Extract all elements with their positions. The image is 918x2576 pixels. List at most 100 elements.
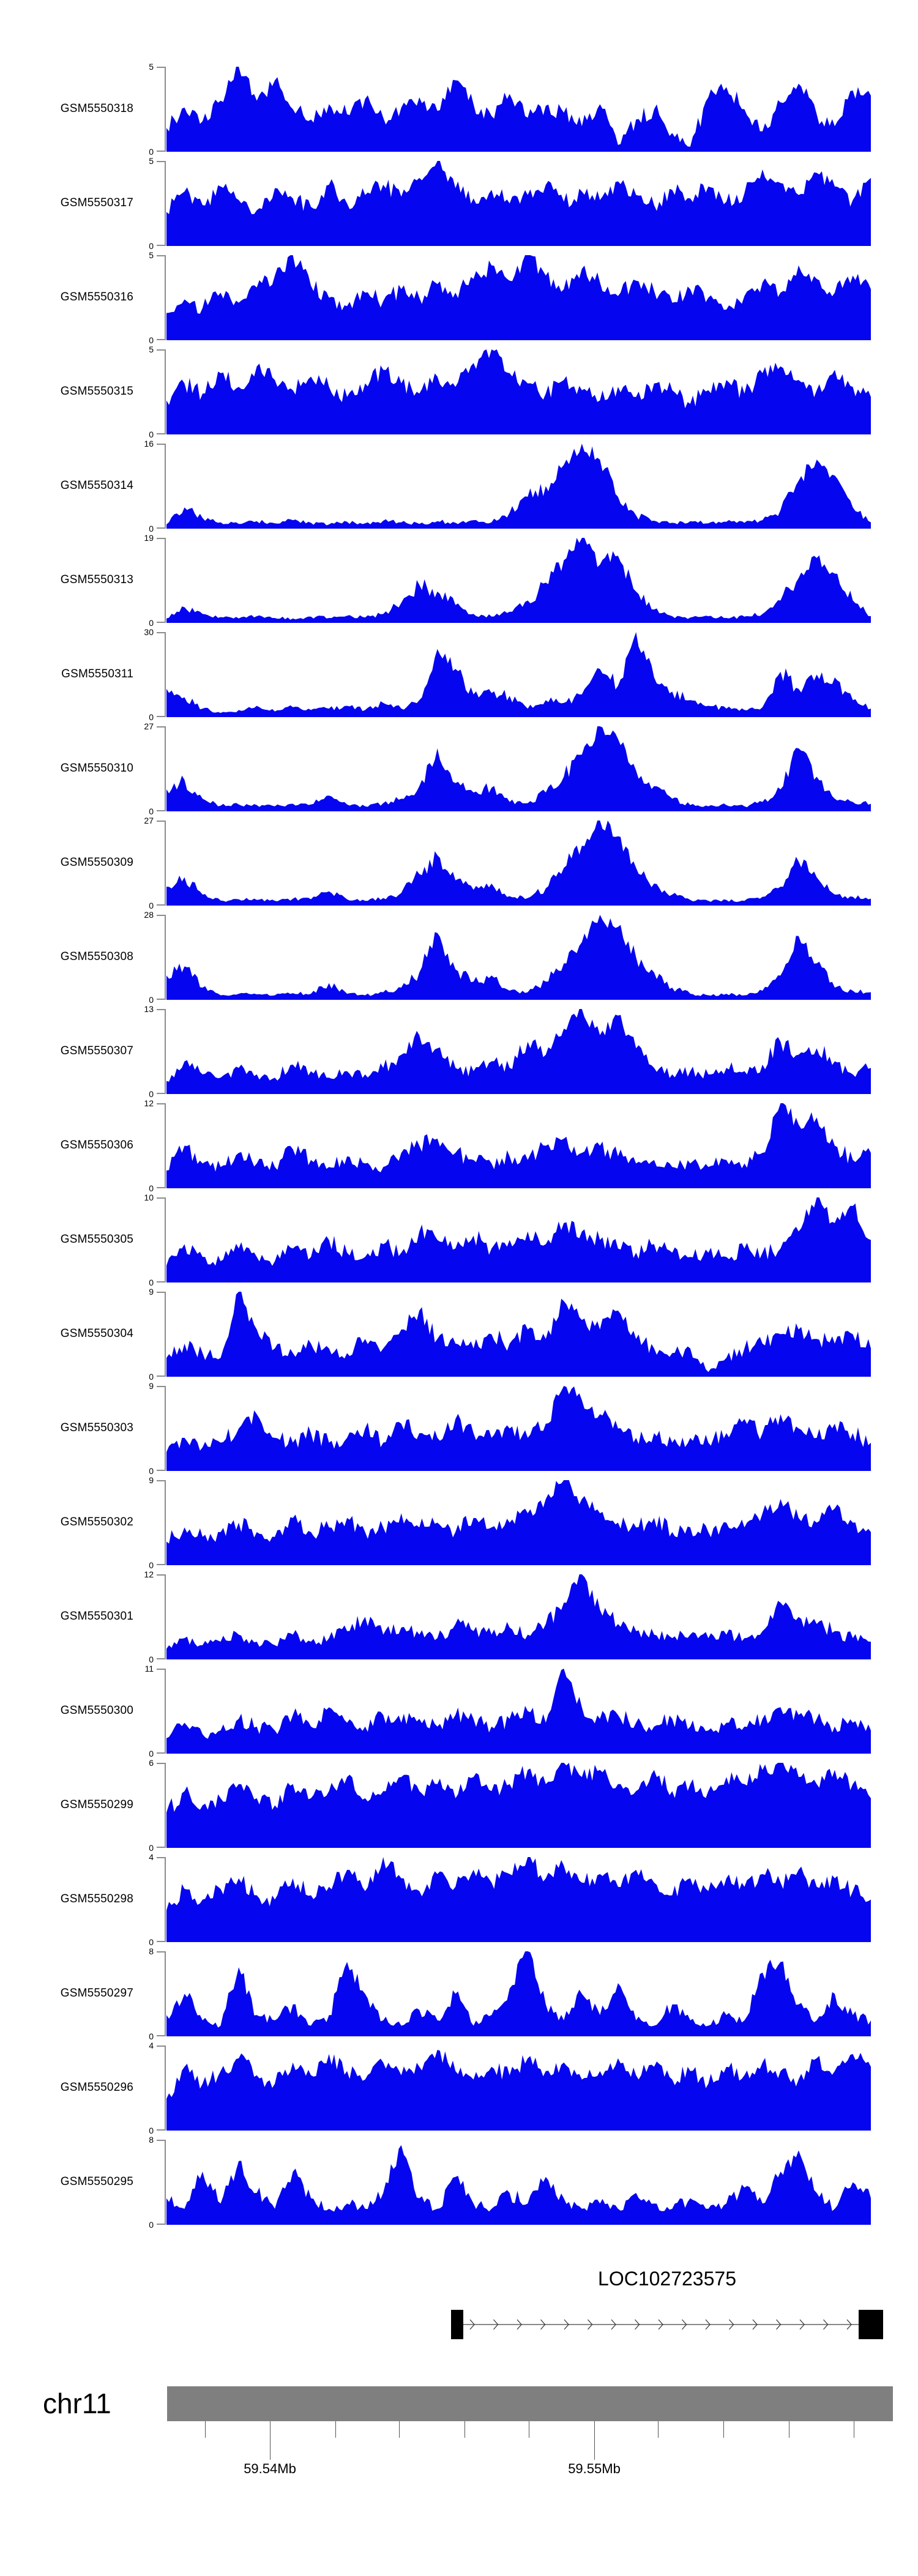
track-row: GSM5550306 12 0 <box>0 1098 918 1197</box>
y-axis-line <box>165 255 166 340</box>
track-row: GSM5550310 27 0 <box>0 721 918 821</box>
coverage-area-path <box>166 67 871 152</box>
y-axis-top-tick <box>157 1480 165 1481</box>
y-axis-top-tick <box>157 726 165 728</box>
y-axis-zero-label: 0 <box>149 712 154 722</box>
coverage-area-plot <box>166 1574 871 1659</box>
y-axis: 4 0 <box>0 2041 166 2135</box>
y-axis-zero-label: 0 <box>149 1089 154 1099</box>
y-axis-line <box>165 2140 166 2225</box>
y-axis-top-tick <box>157 538 165 539</box>
coverage-area-plot <box>166 1951 871 2036</box>
y-axis-bottom-tick <box>157 1093 165 1094</box>
track-row: GSM5550308 28 0 <box>0 910 918 1009</box>
coverage-area-plot <box>166 1103 871 1188</box>
y-axis-zero-label: 0 <box>149 1278 154 1287</box>
y-axis-max-label: 5 <box>149 62 154 72</box>
y-axis-line <box>165 538 166 623</box>
y-axis: 9 0 <box>0 1287 166 1382</box>
y-axis-max-label: 16 <box>144 439 154 449</box>
coverage-area-plot <box>166 1763 871 1848</box>
y-axis-zero-label: 0 <box>149 2126 154 2135</box>
gene-direction-arrow-icon <box>588 2319 593 2330</box>
coverage-area-path <box>166 915 871 1000</box>
y-axis-zero-label: 0 <box>149 1372 154 1382</box>
y-axis: 30 0 <box>0 627 166 722</box>
coverage-area-path <box>166 1763 871 1848</box>
ruler-tick <box>723 2421 724 2438</box>
y-axis-max-label: 11 <box>144 1664 154 1673</box>
y-axis-zero-label: 0 <box>149 1749 154 1759</box>
ruler-tick <box>205 2421 206 2438</box>
coverage-area-plot <box>166 1386 871 1471</box>
track-row: GSM5550316 5 0 <box>0 250 918 349</box>
y-axis: 16 0 <box>0 439 166 534</box>
ruler-tick <box>335 2421 336 2438</box>
y-axis: 5 0 <box>0 344 166 439</box>
y-axis-bottom-tick <box>157 433 165 434</box>
y-axis-zero-label: 0 <box>149 1183 154 1193</box>
coverage-area-path <box>166 444 871 529</box>
track-label: GSM5550310 <box>60 762 133 775</box>
track-row: GSM5550318 5 0 <box>0 62 918 161</box>
coverage-area-path <box>166 1197 871 1282</box>
ruler-tick <box>594 2421 595 2460</box>
y-axis-zero-label: 0 <box>149 335 154 345</box>
track-label: GSM5550298 <box>60 1893 133 1905</box>
y-axis-bottom-tick <box>157 2035 165 2036</box>
y-axis-line <box>165 726 166 811</box>
y-axis-line <box>165 821 166 906</box>
y-axis-line <box>165 1009 166 1094</box>
y-axis-max-label: 13 <box>144 1004 154 1014</box>
gene-direction-arrow-icon <box>540 2319 546 2330</box>
coverage-area-plot <box>166 1669 871 1754</box>
ruler-tick <box>270 2421 271 2460</box>
y-axis-max-label: 5 <box>149 156 154 166</box>
y-axis-bottom-tick <box>157 716 165 717</box>
y-axis-bottom-tick <box>157 1564 165 1565</box>
y-axis-max-label: 4 <box>149 1852 154 1862</box>
y-axis-bottom-tick <box>157 245 165 246</box>
track-label: GSM5550313 <box>60 573 133 586</box>
y-axis-line <box>165 632 166 717</box>
coverage-area-path <box>166 1009 871 1094</box>
track-row: GSM5550301 12 0 <box>0 1569 918 1669</box>
y-axis-max-label: 9 <box>149 1381 154 1391</box>
y-axis-top-tick <box>157 821 165 822</box>
y-axis: 11 0 <box>0 1664 166 1759</box>
y-axis: 10 0 <box>0 1193 166 1287</box>
y-axis-line <box>165 1480 166 1565</box>
y-axis-zero-label: 0 <box>149 2031 154 2041</box>
track-row: GSM5550311 30 0 <box>0 627 918 726</box>
gene-exon-right <box>859 2310 883 2339</box>
y-axis-max-label: 30 <box>144 627 154 637</box>
y-axis-top-tick <box>157 2046 165 2047</box>
y-axis-bottom-tick <box>157 2129 165 2131</box>
y-axis-top-tick <box>157 1857 165 1858</box>
track-row: GSM5550304 9 0 <box>0 1287 918 1386</box>
y-axis-max-label: 19 <box>144 533 154 543</box>
coverage-area-path <box>166 2145 871 2225</box>
y-axis: 5 0 <box>0 250 166 345</box>
gene-direction-arrow-group <box>469 2319 852 2330</box>
y-axis-top-tick <box>157 1386 165 1387</box>
y-axis: 8 0 <box>0 1946 166 2041</box>
y-axis-zero-label: 0 <box>149 241 154 251</box>
ruler-tick-label: 59.55Mb <box>568 2461 621 2476</box>
y-axis-zero-label: 0 <box>149 806 154 816</box>
coverage-area-plot <box>166 821 871 906</box>
ruler-tick <box>399 2421 400 2438</box>
track-row: GSM5550317 5 0 <box>0 156 918 255</box>
y-axis-line <box>165 2046 166 2131</box>
coverage-area-plot <box>166 349 871 434</box>
gene-direction-arrow-icon <box>611 2319 616 2330</box>
y-axis-bottom-tick <box>157 622 165 623</box>
track-label: GSM5550300 <box>60 1704 133 1717</box>
gene-direction-arrow-icon <box>823 2319 829 2330</box>
gene-direction-arrow-icon <box>635 2319 640 2330</box>
y-axis: 4 0 <box>0 1852 166 1947</box>
y-axis-zero-label: 0 <box>149 1655 154 1664</box>
coverage-area-plot <box>166 632 871 717</box>
y-axis: 6 0 <box>0 1758 166 1853</box>
y-axis-line <box>165 1763 166 1848</box>
